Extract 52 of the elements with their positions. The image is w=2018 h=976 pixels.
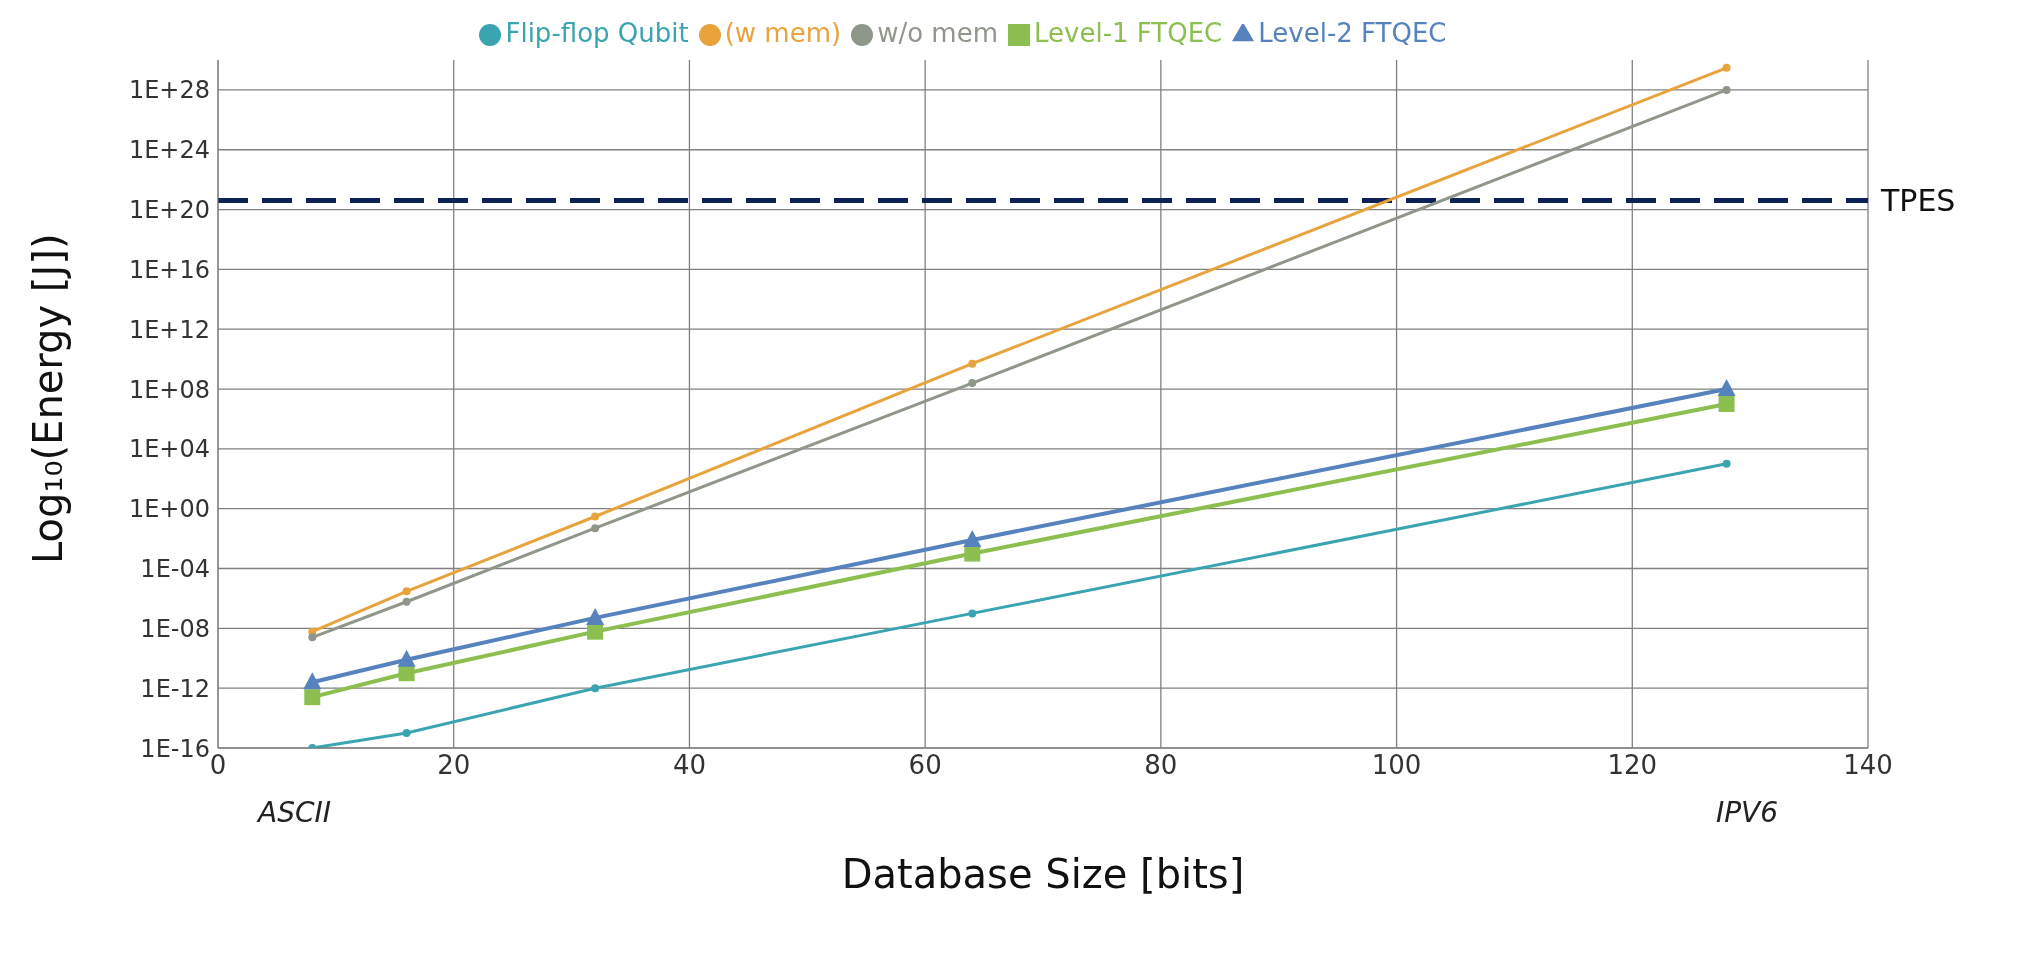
legend-label: Level-1 FTQEC xyxy=(1034,18,1223,48)
point xyxy=(402,587,411,596)
y-tick-label: 1E+04 xyxy=(128,435,210,464)
legend-label: Level-2 FTQEC xyxy=(1258,18,1447,48)
ref-line-label: TPES xyxy=(1880,183,1956,219)
y-tick-label: 1E-04 xyxy=(140,555,210,584)
point xyxy=(963,530,982,548)
y-tick-label: 1E+12 xyxy=(128,315,210,344)
y-tick-label: 1E+00 xyxy=(128,495,210,524)
point xyxy=(968,609,977,618)
point xyxy=(587,623,604,640)
point xyxy=(968,359,977,368)
x-tick-label: 0 xyxy=(209,750,227,781)
point xyxy=(591,684,600,693)
x-axis-title: Database Size [bits] xyxy=(841,851,1245,897)
text: ASCII xyxy=(258,796,331,829)
x-tick-label: 100 xyxy=(1371,750,1422,781)
point xyxy=(586,607,605,625)
legend-label: w/o mem xyxy=(877,18,999,48)
point xyxy=(1722,63,1731,72)
x-tick-label: 40 xyxy=(672,750,706,781)
point xyxy=(591,512,600,521)
point xyxy=(1718,396,1735,412)
legend-label: Flip-flop Qubit xyxy=(505,18,689,48)
x-tick-label: 60 xyxy=(908,750,942,781)
point xyxy=(1722,459,1731,468)
y-tick-label: 1E+16 xyxy=(128,255,210,284)
y-tick-label: 1E-12 xyxy=(140,674,210,703)
x-tick-label: 20 xyxy=(437,750,471,781)
point xyxy=(1722,85,1731,94)
text: IPV6 xyxy=(1715,796,1778,829)
legend-label: (w mem) xyxy=(724,18,842,48)
point xyxy=(591,524,600,533)
y-tick-label: 1E-08 xyxy=(140,614,210,643)
x-tick-label: 140 xyxy=(1843,750,1893,781)
point xyxy=(964,545,981,562)
point xyxy=(303,672,322,690)
x-tick-label: 80 xyxy=(1144,750,1178,781)
y-tick-label: 1E-16 xyxy=(140,734,210,763)
x-tick-label: 120 xyxy=(1607,750,1658,781)
point xyxy=(308,633,317,642)
y-tick-label: 1E+20 xyxy=(128,196,210,225)
point xyxy=(397,649,416,667)
point xyxy=(402,597,411,606)
point xyxy=(968,379,977,388)
point xyxy=(304,689,321,706)
point xyxy=(402,729,411,738)
y-tick-label: 1E+08 xyxy=(128,375,210,404)
y-tick-label: 1E+28 xyxy=(128,76,210,105)
y-tick-label: 1E+24 xyxy=(128,136,210,165)
point xyxy=(1717,379,1736,397)
y-axis-title: Log₁₀(Energy [J]) xyxy=(25,233,72,564)
